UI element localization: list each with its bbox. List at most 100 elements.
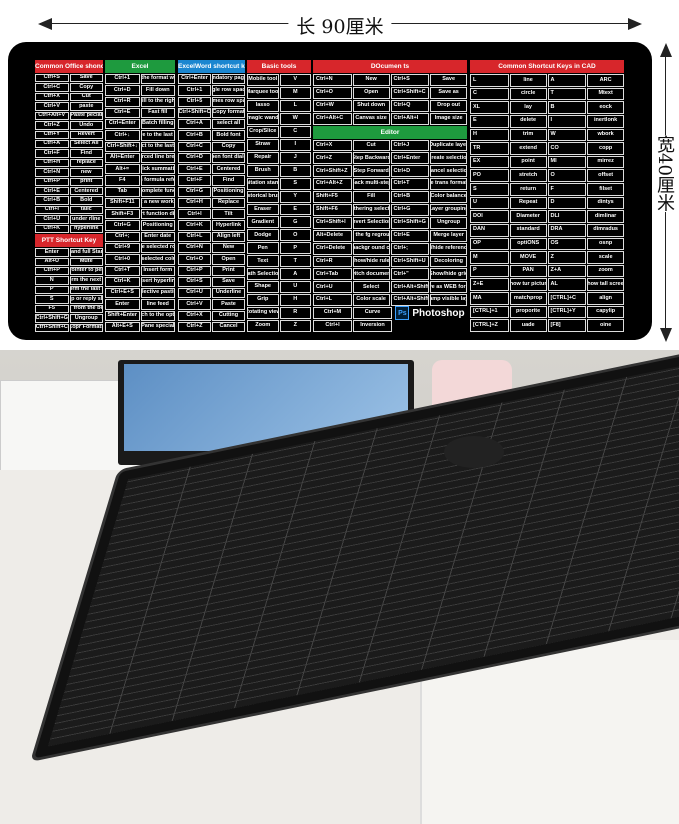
shortcut-action: P: [279, 242, 311, 255]
shortcut-action: Print: [212, 265, 245, 276]
shortcut-key: Gradient: [247, 216, 279, 229]
shortcut-action: Drop out: [430, 99, 467, 112]
shortcut-action: Insert hyperlink: [140, 276, 175, 288]
shortcut-key: Imitation stamp: [247, 177, 279, 190]
shortcut-row: P PAN Z+A zoom: [470, 264, 624, 278]
shortcut-key: Ctrl+D: [105, 85, 140, 96]
shortcut-action: Copy: [212, 141, 245, 152]
shortcut-key: Ctrl+5: [178, 96, 211, 107]
shortcut-action: paste: [69, 102, 103, 111]
shortcut-action: Find: [212, 175, 245, 186]
shortcut-action: 1.5 times row spacing: [212, 96, 245, 107]
shortcut-key: Ctrl+D: [178, 152, 211, 164]
shortcut-action: Positioning: [212, 186, 245, 197]
shortcut-row: Ctrl+Shift+IInvert SelectionCtrl+Shift+G…: [313, 216, 467, 229]
column-office: Common Office shoncutsCtrl+SSaveCtrl+CCo…: [35, 60, 103, 332]
shortcut-action: G: [279, 216, 311, 229]
shortcut-key: [CTRL]+Z: [470, 319, 509, 332]
shortcut-key: O: [547, 169, 587, 182]
shortcut-key: Ctrl+Alt+Z: [313, 178, 352, 191]
shortcut-key: Ctrl+Enter: [105, 119, 140, 130]
shortcut-action: Selective pasting: [140, 288, 175, 299]
shortcut-key: E: [470, 114, 509, 128]
shortcut-action: Batch filling: [140, 119, 175, 130]
shortcut-key: Repair: [247, 151, 279, 164]
shortcut-action: Open and full Start play: [69, 248, 103, 257]
shortcut-row: Ctrl+N New: [178, 242, 245, 254]
shortcut-key: Grip: [247, 294, 279, 307]
shortcut-row: Ctrl+L Align left: [178, 231, 245, 242]
shortcut-action: New: [352, 74, 390, 86]
shortcut-action: trim: [509, 128, 547, 142]
shortcut-action: Open the format window: [140, 74, 175, 85]
shortcut-row: Zoom Z: [247, 320, 311, 333]
shortcut-action: show tur picture: [509, 278, 547, 291]
shortcut-key: A: [547, 74, 587, 87]
shortcut-row: Ctrl+H Replace: [178, 197, 245, 209]
shortcut-key: Ctrl+Alt+V: [35, 111, 69, 121]
shortcut-key: Alt+Delete: [313, 229, 352, 242]
shortcut-key: Ctrl+X: [313, 139, 352, 152]
shortcut-action: T: [279, 255, 311, 268]
shortcut-action: Enter date: [140, 231, 175, 242]
arrow-left-icon: [38, 18, 52, 30]
shortcut-key: Shift+F5: [313, 191, 352, 204]
shortcut-row: Ctrl+I Tilt: [178, 209, 245, 220]
shortcut-key: M: [470, 251, 509, 264]
shortcut-action: O: [279, 229, 311, 242]
shortcut-row: Ctrl+F Find: [35, 149, 103, 158]
shortcut-row: Ctrl+Z Undo: [35, 121, 103, 130]
shortcut-action: Inversion: [353, 320, 392, 332]
shortcut-action: Save: [69, 74, 103, 83]
shortcut-action: Switch to the options: [140, 310, 175, 321]
shortcut-row: Rotating viewR: [247, 307, 311, 320]
shortcut-key: Ctrl+E: [35, 187, 69, 196]
shortcut-key: S: [470, 183, 509, 196]
shortcut-action: osnp: [587, 237, 624, 251]
shortcut-action: V: [279, 74, 311, 86]
shortcut-action: align: [587, 292, 624, 305]
shortcut-action: Merge layer: [430, 229, 467, 242]
shortcut-action: Save: [212, 276, 245, 288]
shortcut-action: stretch: [509, 169, 547, 182]
shortcut-key: DAN: [470, 223, 509, 237]
shortcut-action: H: [279, 294, 311, 307]
shortcut-row: Ctrl+M Curve Ps Photoshop: [313, 306, 467, 321]
shortcut-key: Ctrl+Shift+G: [35, 314, 69, 323]
shortcut-key: Ctrl+Alt+Shift+E: [390, 294, 430, 307]
sub-section-header: PTT Shortcut Key: [35, 234, 103, 248]
shortcut-action: U: [279, 281, 311, 294]
shortcut-action: Show/hide reference line: [430, 242, 467, 255]
shortcut-action: Free trans formation: [430, 178, 467, 191]
shortcut-action: Quick summation: [140, 164, 175, 175]
shortcut-key: Ctrl+P: [35, 177, 69, 187]
shortcut-action: eock: [587, 101, 624, 114]
shortcut-action: Switch formula reference: [140, 175, 175, 186]
shortcut-key: Enter: [105, 299, 140, 310]
shortcut-row: Ctrl+U Underline: [178, 288, 245, 299]
section-header: Common Shortcut Keys in CAD: [470, 60, 624, 73]
shortcut-row: Ctrl+Z Cancel: [178, 321, 245, 333]
shortcut-row: [CTRL]+Z uade [F8] oine: [470, 319, 624, 332]
shortcut-action: line feed: [140, 299, 175, 310]
shortcut-row: F4Switch formula reference: [105, 175, 175, 186]
shortcut-key: Ctrl+U: [178, 288, 211, 299]
shortcut-action: Positioning: [140, 220, 175, 231]
section-header: ExcelWord shortcut key: [178, 60, 245, 73]
shortcut-key: Ctrl+A: [35, 139, 69, 149]
shortcut-key: Ctrl+L: [178, 231, 211, 242]
shortcut-action: Underline: [212, 288, 245, 299]
mouse: [444, 436, 504, 468]
shortcut-key: Eraser: [247, 203, 279, 216]
shortcut-key: Shift+Enter: [105, 310, 140, 321]
shortcut-action: ARC: [587, 74, 624, 87]
shortcut-key: MI: [547, 155, 587, 169]
shortcut-key: Ctrl+B: [390, 191, 430, 204]
shortcut-key: Ctrl+K: [105, 276, 140, 288]
shortcut-action: talic: [69, 205, 103, 215]
shortcut-key: Ctrl+N: [178, 242, 211, 254]
